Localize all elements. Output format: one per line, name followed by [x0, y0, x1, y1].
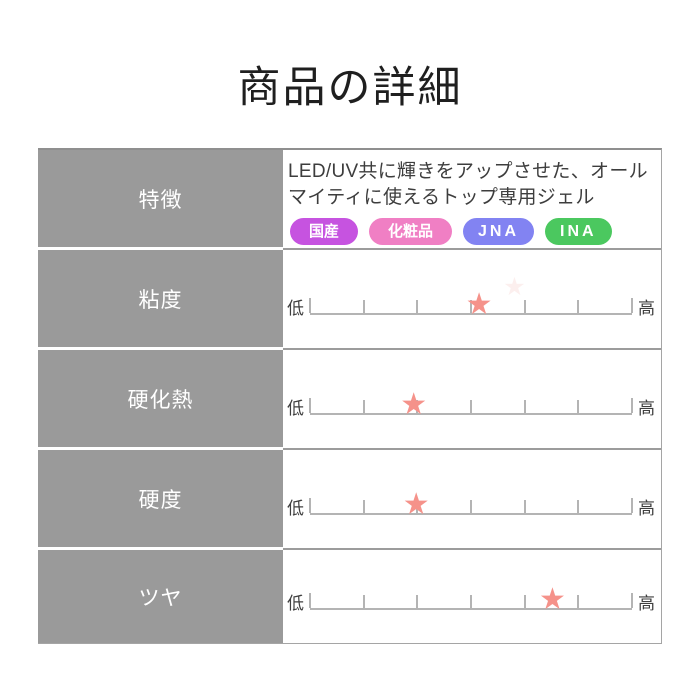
scale-tick [631, 498, 633, 513]
feature-description: LED/UV共に輝きをアップさせた、オールマイティに使えるトップ専用ジェル [288, 161, 648, 208]
scale-tick [470, 400, 472, 413]
rating-scale: 低 ★ 高 [287, 490, 655, 520]
scale-tick [470, 300, 472, 313]
scale-tick [631, 593, 633, 608]
scale-high-label: 高 [638, 299, 655, 318]
rating-scale: 低 ★ ★ 高 [287, 275, 655, 320]
badge-jna: JNA [463, 218, 535, 245]
scale-tick [523, 595, 526, 608]
scale-tick [631, 398, 633, 413]
scale-tick [309, 593, 311, 608]
scale-tick [309, 298, 311, 313]
scale-tick [470, 595, 472, 608]
row-gloss: ツヤ 低 ★ 高 [38, 550, 661, 643]
scale-ruler: ★ [309, 490, 633, 520]
scale-tick [416, 500, 419, 513]
badge-ina: INA [545, 218, 612, 245]
scale-tick [416, 595, 419, 608]
scale-tick [362, 595, 365, 608]
row-label-features: 特徴 [38, 150, 283, 247]
scale-tick [362, 400, 365, 413]
curing-heat-scale-cell: 低 ★ 高 [283, 350, 661, 450]
scale-tick [309, 498, 311, 513]
star-marker: ★ [465, 288, 493, 321]
row-label-gloss: ツヤ [38, 550, 283, 643]
row-features: 特徴 LED/UV共に輝きをアップさせた、オールマイティに使えるトップ専用ジェル… [38, 150, 661, 250]
gloss-scale-cell: 低 ★ 高 [283, 550, 661, 643]
scale-tick [362, 300, 365, 313]
scale-low-label: 低 [287, 299, 304, 318]
viscosity-scale-cell: 低 ★ ★ 高 [283, 250, 661, 350]
scale-tick [631, 298, 633, 313]
star-marker: ★ [402, 488, 430, 521]
features-content: LED/UV共に輝きをアップさせた、オールマイティに使えるトップ専用ジェル 国産… [283, 150, 661, 250]
row-hardness: 硬度 低 ★ 高 [38, 450, 661, 550]
scale-tick [416, 400, 419, 413]
scale-tick [523, 400, 526, 413]
rating-scale: 低 ★ 高 [287, 585, 655, 615]
scale-high-label: 高 [638, 499, 655, 518]
scale-tick [577, 400, 580, 413]
scale-tick [577, 500, 580, 513]
rating-scale: 低 ★ 高 [287, 390, 655, 420]
product-spec-table: 特徴 LED/UV共に輝きをアップさせた、オールマイティに使えるトップ専用ジェル… [38, 148, 662, 644]
hardness-scale-cell: 低 ★ 高 [283, 450, 661, 550]
scale-low-label: 低 [287, 499, 304, 518]
scale-ruler: ★ ★ [309, 275, 633, 320]
page-title: 商品の詳細 [237, 64, 463, 112]
scale-low-label: 低 [287, 399, 304, 418]
scale-low-label: 低 [287, 594, 304, 613]
row-label-curing-heat: 硬化熱 [38, 350, 283, 447]
scale-tick [577, 595, 580, 608]
badge-cosmetics: 化粧品 [369, 218, 453, 245]
star-marker: ★ [400, 388, 428, 421]
scale-tick [416, 300, 419, 313]
scale-high-label: 高 [638, 594, 655, 613]
row-viscosity: 粘度 低 ★ ★ 高 [38, 250, 661, 350]
badge-domestic: 国産 [290, 218, 359, 245]
scale-tick [523, 500, 526, 513]
scale-tick [470, 500, 472, 513]
scale-tick [362, 500, 365, 513]
row-label-hardness: 硬度 [38, 450, 283, 547]
scale-ruler: ★ [309, 585, 633, 615]
scale-tick [577, 300, 580, 313]
scale-tick [523, 300, 526, 313]
ghost-star: ★ [503, 273, 526, 301]
star-marker: ★ [539, 583, 566, 616]
row-label-viscosity: 粘度 [38, 250, 283, 347]
badge-list: 国産 化粧品 JNA INA [290, 218, 655, 245]
row-curing-heat: 硬化熱 低 ★ 高 [38, 350, 661, 450]
scale-tick [309, 398, 311, 413]
scale-ruler: ★ [309, 390, 633, 420]
scale-high-label: 高 [638, 399, 655, 418]
